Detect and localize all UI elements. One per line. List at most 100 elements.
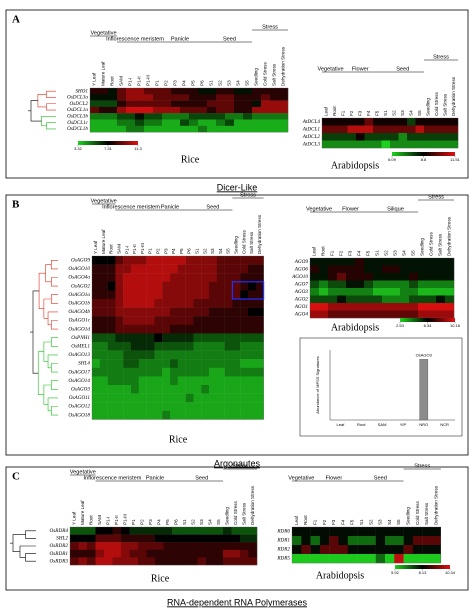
heat-cell xyxy=(209,273,217,282)
heat-cell xyxy=(373,140,382,149)
heat-cell xyxy=(126,94,136,101)
heat-cell xyxy=(240,264,249,274)
heat-cell xyxy=(146,350,155,360)
heat-cell xyxy=(231,557,241,566)
heat-cell xyxy=(70,549,79,558)
heat-cell xyxy=(154,367,163,377)
heat-cell xyxy=(99,333,108,343)
heat-cell xyxy=(171,125,181,133)
heat-cell xyxy=(382,265,392,274)
legend-label: 6.09 xyxy=(388,157,397,162)
dendrogram-branch xyxy=(51,337,58,347)
heat-cell xyxy=(193,367,202,377)
heat-cell xyxy=(409,288,419,296)
heatmap-title: Arabidopsis xyxy=(331,160,379,171)
heat-cell xyxy=(216,393,225,403)
heat-cell xyxy=(346,280,356,289)
heat-cell xyxy=(121,542,130,550)
heat-cell xyxy=(252,94,262,101)
heat-cell xyxy=(240,316,249,325)
heat-cell xyxy=(154,385,163,394)
heat-cell xyxy=(310,288,320,296)
heat-cell xyxy=(391,310,401,319)
heat-cell xyxy=(240,527,249,535)
heat-cell xyxy=(107,393,116,403)
heatmap-title: Arabidopsis xyxy=(316,570,364,581)
heat-cell xyxy=(400,310,410,319)
heat-cell xyxy=(366,545,376,555)
heat-cell xyxy=(177,359,186,368)
column-label: P4 xyxy=(156,519,161,525)
heat-cell xyxy=(92,410,100,420)
heat-cell xyxy=(146,402,155,411)
panel-frame xyxy=(5,194,469,456)
heat-cell xyxy=(373,125,382,134)
heat-cell xyxy=(248,376,256,386)
heat-cell xyxy=(177,393,186,403)
heat-cell xyxy=(131,299,139,308)
group-label: Vegetative xyxy=(306,206,332,212)
heat-cell xyxy=(310,310,320,319)
heat-cell xyxy=(162,376,171,386)
heat-cell xyxy=(209,393,217,403)
heat-cell xyxy=(216,106,226,114)
column-label: Y Leaf xyxy=(71,511,76,525)
row-label: SHL2 xyxy=(56,536,68,542)
heat-cell xyxy=(224,333,233,343)
heat-cell xyxy=(347,545,358,555)
heat-cell xyxy=(189,88,199,95)
heat-cell xyxy=(138,256,147,265)
heat-cell xyxy=(216,273,225,282)
heat-cell xyxy=(255,402,264,411)
heat-cell xyxy=(153,125,163,133)
heat-cell xyxy=(153,113,163,120)
heat-cell xyxy=(445,265,455,274)
heatmap-title: Arabidopsis xyxy=(331,322,379,333)
heat-cell xyxy=(146,342,155,351)
heat-cell xyxy=(92,367,100,377)
heat-cell xyxy=(427,280,437,289)
heat-cell xyxy=(270,125,280,133)
column-label: F3 xyxy=(331,519,336,525)
column-label: P1-II xyxy=(114,515,119,525)
heat-cell xyxy=(185,376,194,386)
column-label: P1-III xyxy=(122,514,127,525)
heat-cell xyxy=(248,350,256,360)
group-label: Inflorescence meristem xyxy=(102,204,160,210)
heat-cell xyxy=(232,324,241,334)
heat-cell xyxy=(319,545,330,555)
heat-cell xyxy=(117,100,127,108)
heat-cell xyxy=(409,280,419,289)
heat-cell xyxy=(92,333,100,343)
heat-cell xyxy=(138,359,147,368)
heat-cell xyxy=(193,273,202,282)
heat-cell xyxy=(107,264,116,274)
heat-cell xyxy=(225,113,235,120)
inset-title: OsAGO3 xyxy=(416,352,433,357)
heat-cell xyxy=(357,527,367,537)
heat-cell xyxy=(154,333,163,343)
heat-cell xyxy=(138,385,147,394)
heat-cell xyxy=(171,106,181,114)
heat-cell xyxy=(185,350,194,360)
heat-cell xyxy=(255,324,264,334)
column-label: P2 xyxy=(164,80,169,86)
heat-cell xyxy=(449,133,459,141)
heat-cell xyxy=(209,264,217,274)
panel-caption: RNA-dependent RNA Polymerases xyxy=(167,597,308,607)
heat-cell xyxy=(216,119,226,126)
column-label: P6 xyxy=(173,519,178,525)
heat-cell xyxy=(400,258,410,266)
heat-cell xyxy=(407,118,416,126)
heat-cell xyxy=(201,333,210,343)
column-label: S5 xyxy=(216,519,221,525)
heat-cell xyxy=(216,402,225,411)
heat-cell xyxy=(248,281,256,291)
heat-cell xyxy=(310,280,320,289)
row-label: AGO6 xyxy=(294,266,309,272)
heat-cell xyxy=(180,542,190,550)
heat-cell xyxy=(138,290,147,300)
heat-cell xyxy=(319,554,330,564)
heat-cell xyxy=(92,324,100,334)
heat-cell xyxy=(185,402,194,411)
